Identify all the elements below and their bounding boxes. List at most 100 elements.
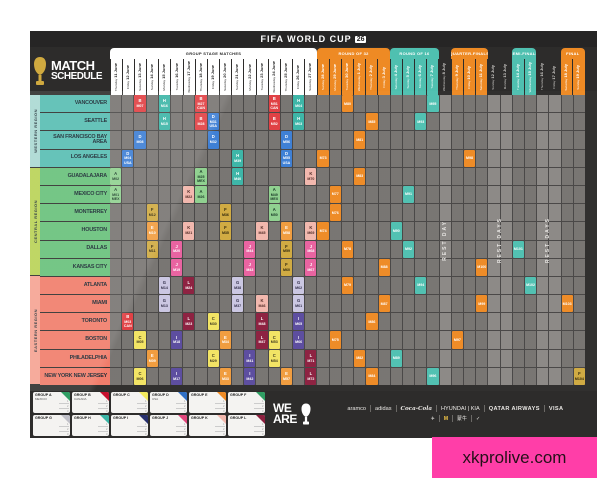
match-cell-m77: M77: [329, 185, 341, 204]
grid-cell: [354, 222, 366, 240]
grid-cell: [232, 313, 244, 331]
date-col-header: Friday 12 June: [122, 59, 134, 95]
match-group-letter: A: [272, 207, 276, 213]
match-number: M94: [417, 283, 425, 288]
match-number: M42: [246, 376, 254, 381]
grid-cell: [341, 349, 354, 367]
match-number: M08: [136, 140, 144, 145]
grid-cell: [317, 258, 329, 276]
grid-cell: [427, 131, 439, 149]
grid-cell: [439, 276, 451, 295]
region-label: WESTERN REGION: [32, 108, 38, 153]
grid-cell: [341, 204, 354, 222]
grid-cell: [549, 295, 561, 313]
grid-cell: [317, 276, 329, 295]
card-fold: [217, 391, 226, 401]
grid-cell: [232, 349, 244, 367]
grid-cell: [439, 131, 451, 149]
grid-cell: [354, 313, 366, 331]
match-group-letter: C: [211, 316, 215, 322]
date-col-header: Tuesday 7 July: [427, 59, 439, 95]
grid-cell: [366, 149, 378, 167]
match-group-letter: J: [309, 261, 313, 267]
grid-cell: [122, 331, 134, 349]
match-group-letter: H: [236, 152, 240, 158]
grid-cell: [329, 313, 341, 331]
date-col-header: Sunday 19 July: [573, 59, 585, 95]
date-label: Friday 19 June: [210, 64, 216, 90]
grid-cell: [195, 313, 207, 331]
grid-cell: [549, 276, 561, 295]
match-group-letter: K: [187, 225, 191, 231]
grid-cell: [451, 222, 463, 240]
grid-cell: [134, 204, 146, 222]
match-cell-m97: M97: [451, 331, 463, 349]
match-number: M48: [258, 322, 266, 327]
grid-cell: [366, 167, 378, 185]
match-cell-m69: K M69: [305, 222, 317, 240]
date-label: Tuesday 14 July: [514, 64, 520, 90]
match-group-letter: I: [249, 370, 251, 376]
grid-cell: [293, 258, 305, 276]
grid-cell: [134, 276, 146, 295]
match-group-letter: E: [224, 334, 227, 340]
grid-cell: [390, 367, 402, 385]
team-slot: 2: [58, 428, 69, 432]
city-row-guadalajara: GUADALAJARA: [40, 167, 110, 185]
host-tag: CAN: [123, 324, 132, 329]
match-number: M40: [234, 176, 242, 181]
match-number: M02: [112, 176, 120, 181]
grid-cell: [561, 204, 573, 222]
grid-cell: [232, 367, 244, 385]
team-slots: 1234: [136, 423, 147, 436]
grid-cell: [146, 149, 158, 167]
city-row-new-york-new-jersey: NEW YORK NEW JERSEY: [40, 367, 110, 385]
grid-cell: [305, 295, 317, 313]
grid-cell: [122, 222, 134, 240]
grid-cell: [512, 313, 524, 331]
grid-cell: [549, 167, 561, 185]
grid-cell: [317, 113, 329, 131]
grid-cell: [390, 95, 402, 113]
grid-cell: [232, 258, 244, 276]
match-number: M37: [234, 304, 242, 308]
match-number: M46: [258, 304, 266, 308]
region-western-region: WESTERN REGION: [30, 95, 40, 168]
match-number: M18: [173, 340, 181, 345]
grid-cell: [549, 349, 561, 367]
grid-cell: [500, 131, 512, 149]
grid-cell: [537, 276, 549, 295]
grid-cell: [524, 331, 537, 349]
grid-cell: [207, 295, 219, 313]
match-cell-m71: L M71: [305, 349, 317, 367]
grid-cell: [146, 131, 158, 149]
grid-cell: [158, 222, 171, 240]
host-tag: USA: [209, 124, 218, 129]
grid-cell: [329, 222, 341, 240]
grid-cell: [207, 185, 219, 204]
grid-cell: [317, 295, 329, 313]
grid-cell: [195, 367, 207, 385]
date-col-header: Wednesday 15 July: [524, 59, 536, 95]
grid-cell: [524, 222, 537, 240]
date-label: Saturday 13 June: [136, 63, 142, 91]
grid-cell: [463, 240, 476, 258]
grid-cell: [512, 349, 524, 367]
grid-cell: [524, 204, 537, 222]
grid-cell: [537, 131, 549, 149]
grid-cell: [317, 367, 329, 385]
match-cell-m104: F M104: [573, 367, 585, 385]
match-cell-m21: K M21: [183, 222, 195, 240]
grid-cell: [476, 276, 488, 295]
date-label: Sunday 19 July: [575, 64, 581, 90]
grid-cell: [232, 185, 244, 204]
grid-cell: [219, 258, 232, 276]
grid-cell: [329, 276, 341, 295]
date-label: Monday 15 June: [161, 63, 167, 91]
grid-cell: [122, 367, 134, 385]
grid-cell: [402, 222, 415, 240]
date-col-header: Monday 15 June: [159, 59, 171, 95]
grid-cell: [305, 276, 317, 295]
match-cell-m66: I M66: [293, 331, 305, 349]
grid-cell: [378, 367, 390, 385]
